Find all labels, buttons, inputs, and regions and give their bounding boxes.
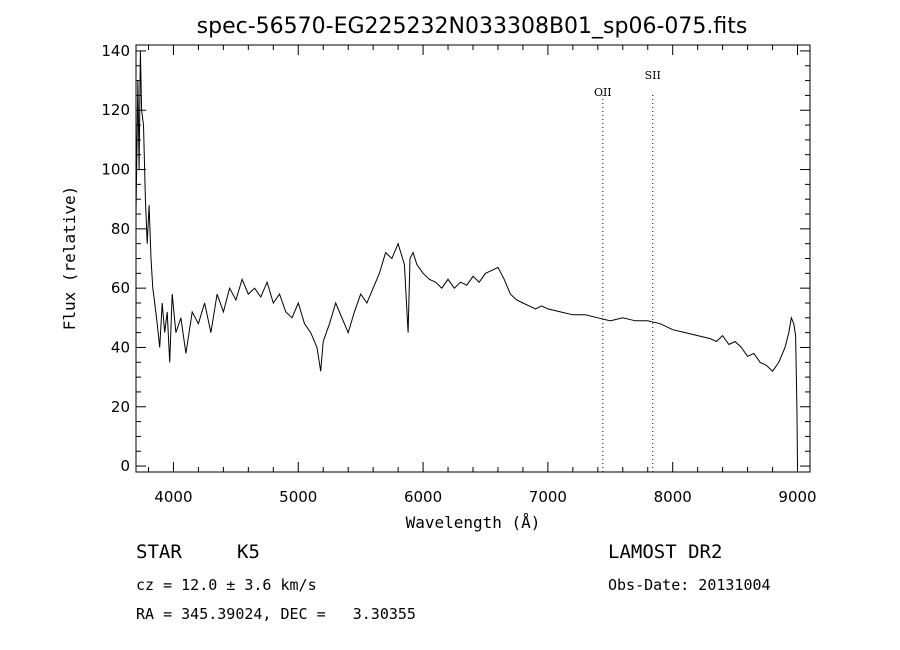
y-tick-label: 0 <box>120 457 130 475</box>
obs-date: Obs-Date: 20131004 <box>608 576 771 594</box>
x-tick-label: 8000 <box>654 488 692 506</box>
chart-title: spec-56570-EG225232N033308B01_sp06-075.f… <box>197 14 748 39</box>
y-tick-label: 20 <box>111 398 130 416</box>
y-tick-label: 100 <box>101 161 130 179</box>
object-subclass: K5 <box>237 541 260 563</box>
coordinates: RA = 345.39024, DEC = 3.30355 <box>136 605 416 623</box>
y-tick-label: 60 <box>111 279 130 297</box>
y-tick-label: 80 <box>111 220 130 238</box>
x-tick-label: 5000 <box>279 488 317 506</box>
spectral-line-markers: OII SII <box>594 69 661 472</box>
object-class: STAR <box>136 541 182 563</box>
y-tick-label: 120 <box>101 101 130 119</box>
x-axis-label: Wavelength (Å) <box>406 513 541 532</box>
plot-frame <box>135 44 811 473</box>
spectral-line-label-oii: OII <box>594 86 612 99</box>
x-tick-label: 4000 <box>154 488 192 506</box>
y-tick-label: 40 <box>111 338 130 356</box>
spectral-line-label-sii: SII <box>645 69 661 82</box>
redshift-info: cz = 12.0 ± 3.6 km/s <box>136 576 317 594</box>
y-axis: 0 20 40 60 80 100 120 140 <box>101 42 810 475</box>
x-tick-label: 6000 <box>404 488 442 506</box>
spectrum-series-line <box>135 50 798 467</box>
x-tick-label: 9000 <box>778 488 816 506</box>
y-tick-label: 140 <box>101 42 130 60</box>
y-axis-label: Flux (relative) <box>60 186 79 331</box>
x-tick-label: 7000 <box>529 488 567 506</box>
x-axis: 4000 5000 6000 7000 8000 9000 <box>147 45 817 506</box>
survey-name: LAMOST DR2 <box>608 541 723 563</box>
